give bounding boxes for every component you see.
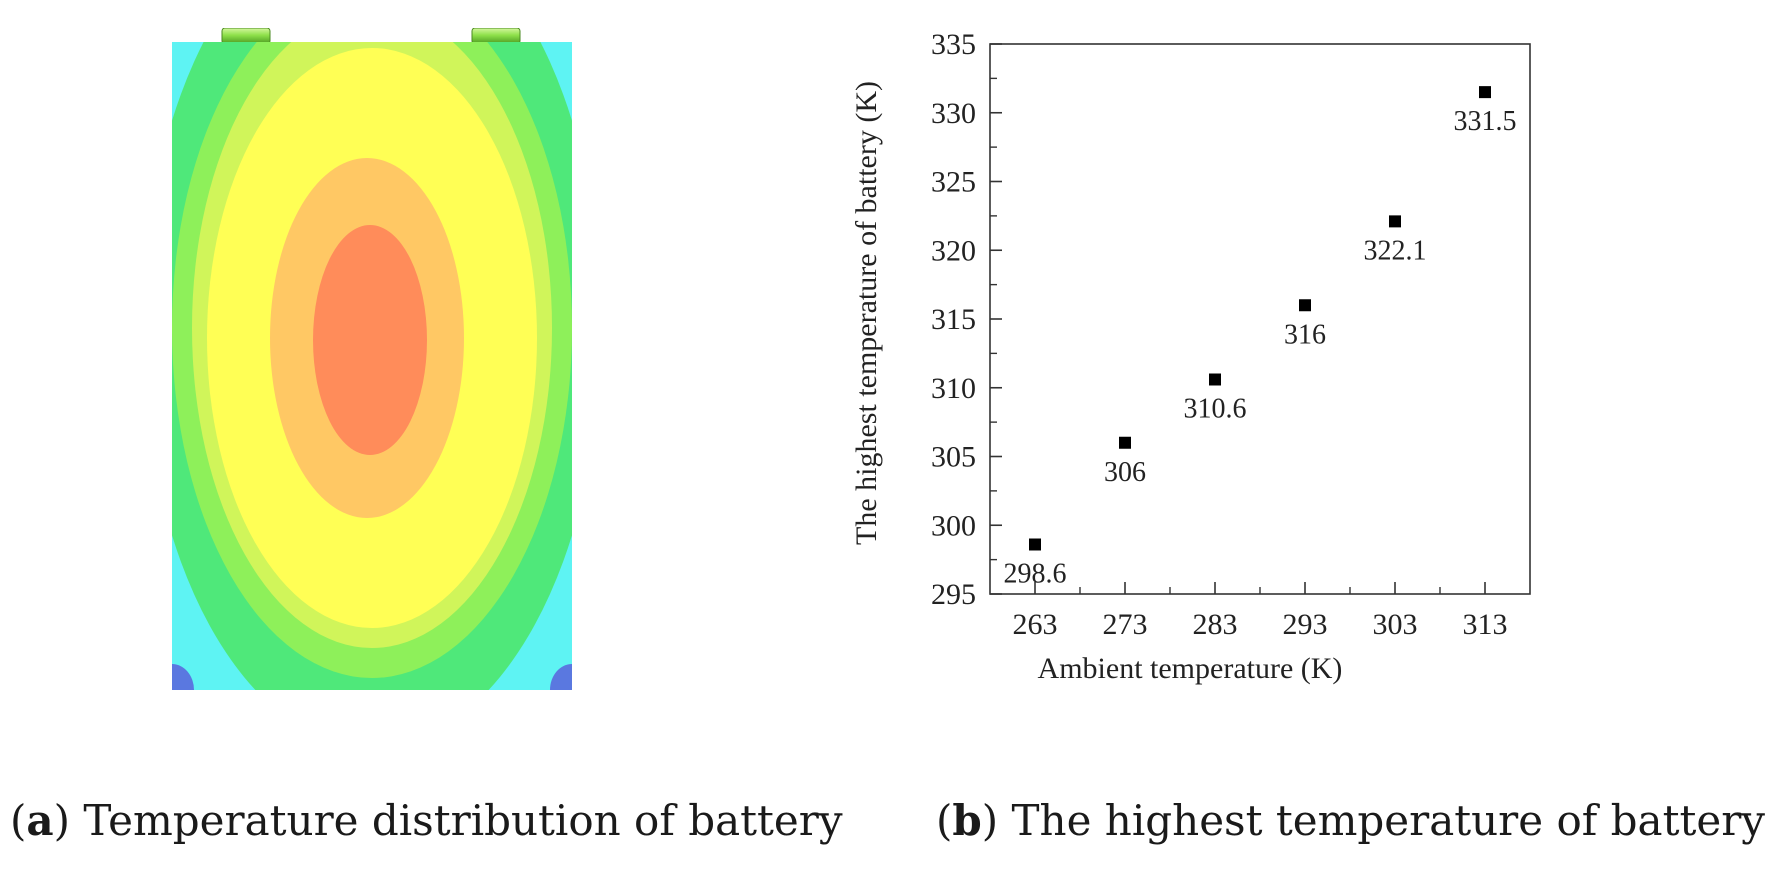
chart-axes bbox=[989, 43, 1531, 595]
data-point bbox=[1479, 86, 1491, 99]
caption-b-letter: b bbox=[952, 796, 982, 845]
chart-ticks: 295 300 305 310 315 320 325 330 335 263 273 283 293 3… bbox=[931, 28, 1508, 641]
y-tick-label: 300 bbox=[931, 509, 976, 542]
data-point bbox=[1299, 299, 1311, 312]
y-tick-label: 295 bbox=[931, 578, 976, 611]
data-point bbox=[1209, 373, 1221, 386]
contour-core bbox=[313, 225, 427, 455]
battery-temperature-contour bbox=[172, 28, 572, 690]
max-temperature-chart: 295 300 305 310 315 320 325 330 335 263 273 283 293 3… bbox=[850, 28, 1531, 685]
x-tick-label: 283 bbox=[1193, 608, 1238, 641]
x-axis-label: Ambient temperature (K) bbox=[1038, 652, 1343, 685]
data-label: 306 bbox=[1104, 457, 1146, 488]
data-label: 322.1 bbox=[1364, 235, 1427, 266]
y-tick-label: 320 bbox=[931, 234, 976, 267]
x-tick-label: 313 bbox=[1463, 608, 1508, 641]
caption-b-text: The highest temperature of battery bbox=[1011, 796, 1765, 845]
y-tick-label: 330 bbox=[931, 97, 976, 130]
x-tick-label: 303 bbox=[1373, 608, 1418, 641]
y-tick-label: 310 bbox=[931, 372, 976, 405]
y-tick-label: 335 bbox=[931, 28, 976, 61]
battery-terminal-right bbox=[471, 28, 521, 45]
data-label: 298.6 bbox=[1004, 559, 1067, 590]
x-tick-label: 293 bbox=[1283, 608, 1328, 641]
data-label: 316 bbox=[1284, 319, 1326, 350]
data-point bbox=[1029, 538, 1041, 551]
y-axis-label: The highest temperature of battery (K) bbox=[850, 81, 883, 545]
battery-terminal-left bbox=[221, 28, 271, 45]
data-label: 331.5 bbox=[1454, 106, 1517, 137]
caption-a: (a) Temperature distribution of battery bbox=[10, 796, 843, 845]
y-tick-label: 315 bbox=[931, 303, 976, 336]
data-point bbox=[1389, 215, 1401, 228]
chart-points: 298.6 306 310.6 316 322.1 331.5 bbox=[1004, 86, 1517, 590]
data-label: 310.6 bbox=[1184, 394, 1247, 425]
y-tick-label: 325 bbox=[931, 166, 976, 199]
contour-corner-right bbox=[550, 664, 572, 690]
caption-b: (b) The highest temperature of battery bbox=[936, 796, 1765, 845]
data-point bbox=[1119, 436, 1131, 449]
caption-a-letter: a bbox=[26, 796, 54, 845]
y-tick-label: 305 bbox=[931, 441, 976, 474]
x-tick-label: 263 bbox=[1013, 608, 1058, 641]
plot-frame bbox=[989, 43, 1531, 595]
x-tick-label: 273 bbox=[1103, 608, 1148, 641]
contour-corner-left bbox=[172, 664, 194, 690]
caption-a-text: Temperature distribution of battery bbox=[83, 796, 843, 845]
